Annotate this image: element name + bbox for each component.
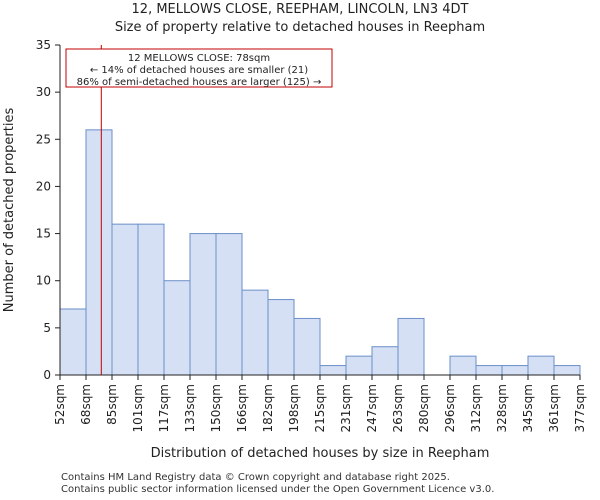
x-tick-label: 198sqm xyxy=(287,384,301,432)
histogram-bar xyxy=(345,355,373,376)
x-tick-label: 263sqm xyxy=(391,384,405,432)
x-tick-label: 117sqm xyxy=(157,384,171,432)
histogram-bar xyxy=(371,346,399,376)
y-tick-label: 10 xyxy=(36,274,51,288)
y-tick-label: 20 xyxy=(36,179,51,193)
histogram-bar xyxy=(527,355,555,376)
chart-title: 12, MELLOWS CLOSE, REEPHAM, LINCOLN, LN3… xyxy=(131,2,469,17)
histogram-bar xyxy=(137,223,165,376)
histogram-bar xyxy=(189,233,217,376)
annotation-line-3: 86% of semi-detached houses are larger (… xyxy=(77,77,322,88)
x-tick-label: 133sqm xyxy=(183,384,197,432)
x-tick-label: 377sqm xyxy=(573,384,587,432)
histogram-bar xyxy=(397,317,425,376)
annotation-box xyxy=(65,48,333,88)
histogram-bar xyxy=(111,223,139,376)
histogram-bar xyxy=(267,299,295,376)
histogram-bar xyxy=(449,355,477,376)
histogram-bar xyxy=(163,280,191,376)
x-tick-label: 182sqm xyxy=(261,384,275,432)
x-tick-label: 68sqm xyxy=(79,384,93,425)
histogram-bar xyxy=(293,317,321,376)
x-tick-label: 361sqm xyxy=(547,384,561,432)
annotation-line-1: 12 MELLOWS CLOSE: 78sqm xyxy=(128,53,270,64)
histogram-bar xyxy=(59,308,87,376)
x-tick-label: 312sqm xyxy=(469,384,483,432)
x-tick-label: 231sqm xyxy=(339,384,353,432)
x-tick-label: 328sqm xyxy=(495,384,509,432)
histogram-bar xyxy=(85,129,113,376)
footer-line-1: Contains HM Land Registry data © Crown c… xyxy=(61,472,450,483)
x-tick-label: 85sqm xyxy=(105,384,119,425)
histogram-bar xyxy=(319,365,347,376)
histogram-bar xyxy=(475,365,503,376)
chart-subtitle: Size of property relative to detached ho… xyxy=(114,20,486,35)
histogram-bar xyxy=(553,365,581,376)
x-tick-label: 166sqm xyxy=(235,384,249,432)
x-tick-label: 345sqm xyxy=(521,384,535,432)
y-tick-label: 35 xyxy=(36,38,51,52)
x-tick-label: 247sqm xyxy=(365,384,379,432)
histogram-bar xyxy=(501,365,529,376)
annotation-line-2: ← 14% of detached houses are smaller (21… xyxy=(90,65,308,76)
y-axis-label: Number of detached properties xyxy=(2,108,17,313)
histogram-bar xyxy=(215,233,243,376)
x-tick-label: 296sqm xyxy=(443,384,457,432)
y-tick-label: 25 xyxy=(36,132,51,146)
x-tick-label: 215sqm xyxy=(313,384,327,432)
histogram-bar xyxy=(241,289,269,376)
x-axis-label: Distribution of detached houses by size … xyxy=(151,446,490,461)
x-tick-label: 280sqm xyxy=(417,384,431,432)
x-tick-label: 150sqm xyxy=(209,384,223,432)
x-tick-label: 52sqm xyxy=(53,384,67,425)
footer-line-2: Contains public sector information licen… xyxy=(61,484,495,495)
y-tick-label: 0 xyxy=(43,368,51,382)
y-tick-label: 30 xyxy=(36,85,51,99)
y-tick-label: 5 xyxy=(43,321,51,335)
x-tick-label: 101sqm xyxy=(131,384,145,432)
y-tick-label: 15 xyxy=(36,227,51,241)
